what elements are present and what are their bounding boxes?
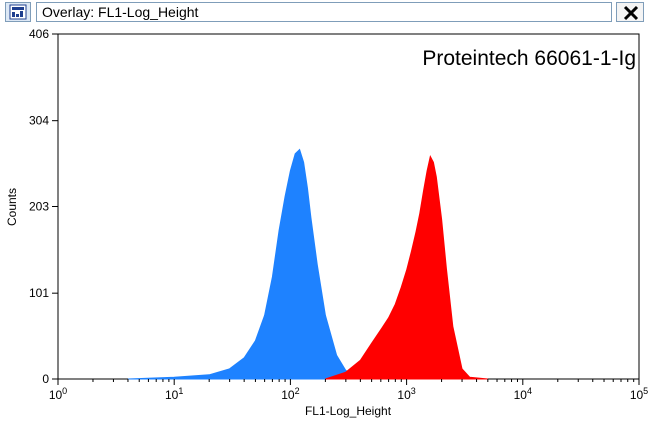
y-axis-label: Counts bbox=[5, 188, 19, 226]
window-title: Overlay: FL1-Log_Height bbox=[36, 2, 612, 22]
y-tick-label: 304 bbox=[29, 114, 49, 128]
x-tick-label: 102 bbox=[281, 386, 299, 402]
y-tick-label: 101 bbox=[29, 286, 49, 300]
y-tick-label: 0 bbox=[42, 372, 49, 386]
x-axis-label: FL1-Log_Height bbox=[305, 404, 392, 418]
histogram-window-icon[interactable] bbox=[5, 2, 31, 22]
annotation-label: Proteintech 66061-1-Ig bbox=[422, 47, 636, 70]
x-tick-label: 101 bbox=[165, 386, 183, 402]
x-tick-label: 103 bbox=[397, 386, 415, 402]
x-tick-label: 100 bbox=[49, 386, 67, 402]
y-tick-label: 203 bbox=[29, 200, 49, 214]
series-layer bbox=[127, 148, 488, 380]
histogram-series-2 bbox=[325, 154, 488, 380]
axis-layer: 100 101 102 103 104 105 0 101 203 304 406 bbox=[29, 27, 648, 402]
x-tick-label: 105 bbox=[630, 386, 648, 402]
x-tick-label: 104 bbox=[514, 386, 532, 402]
plot-area bbox=[57, 33, 640, 380]
close-button[interactable] bbox=[616, 2, 644, 22]
close-x-icon bbox=[623, 5, 639, 21]
window-titlebar: Overlay: FL1-Log_Height bbox=[0, 0, 650, 24]
histogram-series-1 bbox=[127, 148, 381, 380]
y-tick-label: 406 bbox=[29, 27, 49, 41]
